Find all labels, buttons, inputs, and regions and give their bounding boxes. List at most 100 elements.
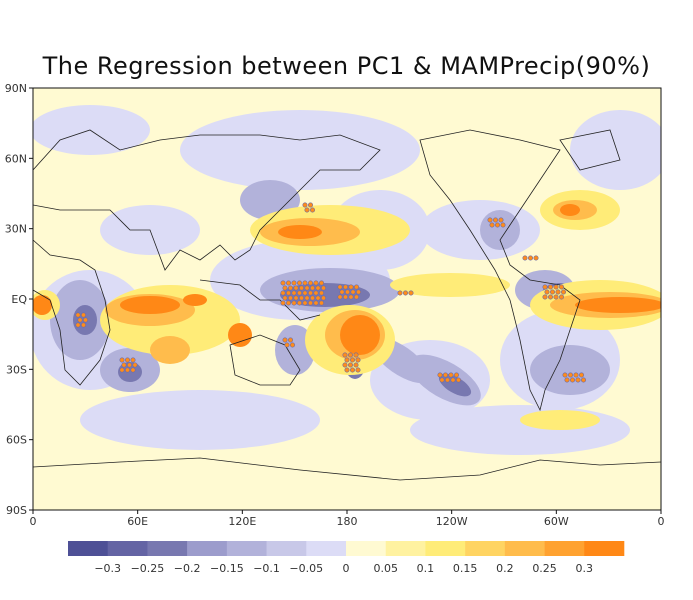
colorbar-swatch — [107, 541, 148, 556]
significance-dot — [337, 294, 343, 300]
significance-dot — [549, 289, 555, 295]
significance-dot — [302, 202, 308, 208]
significance-dot — [285, 290, 291, 296]
colorbar-swatch — [465, 541, 506, 556]
significance-dot — [562, 372, 568, 378]
significance-dot — [130, 357, 136, 363]
significance-dot — [353, 284, 359, 290]
lon-tick-label: 120E — [228, 515, 256, 528]
colorbar-swatch — [385, 541, 426, 556]
significance-dot — [280, 290, 286, 296]
lat-tick-label: 90N — [5, 82, 27, 95]
colorbar-label: 0.05 — [373, 562, 398, 575]
significance-dot — [309, 207, 315, 213]
significance-dot — [293, 295, 299, 301]
significance-dot — [544, 289, 550, 295]
significance-dot — [344, 289, 350, 295]
significance-dot — [344, 357, 350, 363]
significance-dot — [291, 300, 297, 306]
significance-dot — [132, 362, 138, 368]
colorbar-swatch — [147, 541, 188, 556]
significance-dot — [285, 300, 291, 306]
colorbar-swatch — [68, 541, 109, 556]
colorbar: −0.3 −0.25 −0.2 −0.15 −0.1 −0.05 0 0.05 0.1 0.15 0… — [68, 541, 625, 575]
significance-dot — [287, 295, 293, 301]
colorbar-label: −0.1 — [253, 562, 280, 575]
significance-dot — [298, 295, 304, 301]
significance-dot — [307, 280, 313, 286]
significance-dot — [282, 285, 288, 291]
significance-dot — [492, 217, 498, 223]
significance-dot — [342, 362, 348, 368]
significance-dot — [282, 337, 288, 343]
significance-dot — [353, 352, 359, 358]
lon-tick-label: 60E — [127, 515, 148, 528]
lon-tick-label: 180 — [337, 515, 358, 528]
significance-dot — [567, 372, 573, 378]
significance-dot — [127, 362, 133, 368]
significance-dot — [302, 280, 308, 286]
contour-fill — [33, 105, 661, 481]
colorbar-label: −0.15 — [210, 562, 244, 575]
lon-tick-label: 120W — [436, 515, 468, 528]
significance-dot — [553, 294, 559, 300]
significance-dot — [318, 290, 324, 296]
significance-dot — [313, 290, 319, 296]
colorbar-swatch — [584, 541, 625, 556]
significance-dot — [285, 280, 291, 286]
significance-dot — [293, 285, 299, 291]
significance-dot — [307, 202, 313, 208]
significance-dot — [284, 342, 290, 348]
significance-dot — [448, 372, 454, 378]
lat-tick-label: EQ — [11, 293, 27, 306]
significance-dot — [309, 295, 315, 301]
longitude-axis: 0 60E 120E 180 120W 60W 0 — [30, 510, 665, 528]
significance-dot — [280, 300, 286, 306]
significance-dot — [455, 377, 461, 383]
significance-dot — [342, 284, 348, 290]
significance-dot — [337, 284, 343, 290]
significance-dot — [304, 295, 310, 301]
significance-dot — [83, 317, 89, 323]
significance-dot — [121, 362, 127, 368]
colorbar-swatch — [425, 541, 466, 556]
colorbar-label: 0.1 — [417, 562, 435, 575]
colorbar-label: 0.25 — [532, 562, 557, 575]
significance-dot — [302, 300, 308, 306]
significance-dot — [296, 280, 302, 286]
colorbar-label: −0.05 — [289, 562, 323, 575]
significance-dots — [75, 202, 586, 383]
significance-dot — [348, 284, 354, 290]
significance-dot — [402, 290, 408, 296]
colorbar-swatch — [187, 541, 228, 556]
significance-dot — [560, 289, 566, 295]
significance-dot — [342, 294, 348, 300]
significance-dot — [558, 294, 564, 300]
significance-dot — [533, 255, 539, 261]
colorbar-label: 0.15 — [453, 562, 478, 575]
colorbar-label: 0.2 — [496, 562, 514, 575]
significance-dot — [353, 294, 359, 300]
significance-dot — [119, 367, 125, 373]
significance-dot — [339, 289, 345, 295]
significance-dot — [555, 289, 561, 295]
significance-dot — [313, 280, 319, 286]
significance-dot — [527, 255, 533, 261]
significance-dot — [296, 290, 302, 296]
colorbar-swatch — [504, 541, 545, 556]
significance-dot — [125, 357, 131, 363]
significance-dot — [348, 294, 354, 300]
significance-dot — [442, 372, 448, 378]
significance-dot — [304, 285, 310, 291]
significance-dot — [547, 284, 553, 290]
significance-dot — [553, 284, 559, 290]
lon-tick-label: 0 — [30, 515, 37, 528]
colorbar-swatch — [346, 541, 387, 556]
significance-dot — [349, 357, 355, 363]
significance-dot — [289, 342, 295, 348]
significance-dot — [355, 357, 361, 363]
significance-dot — [355, 367, 361, 373]
significance-dot — [580, 377, 586, 383]
